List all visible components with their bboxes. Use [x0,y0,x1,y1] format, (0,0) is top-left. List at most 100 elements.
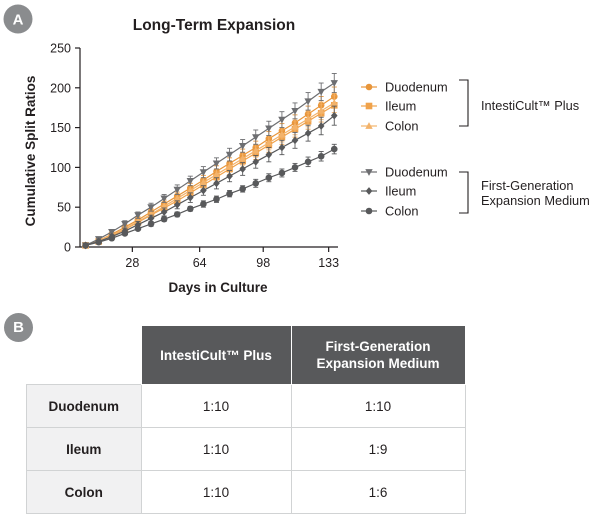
series-3 [81,92,338,249]
col-header-line: First-Generation [325,339,431,354]
y-tick-label: 200 [50,81,71,95]
data-point [238,154,247,162]
table-row: Ileum 1:10 1:9 [26,427,466,471]
data-point [160,208,168,216]
data-point [291,122,299,130]
data-point [317,88,325,96]
data-point [173,211,181,218]
data-point [317,122,325,130]
data-point [330,111,338,120]
table-cell: 1:6 [290,470,466,514]
x-tick-label: 133 [318,256,339,270]
legend-group-bracket [459,171,469,214]
col-header-first-generation: First-Generation Expansion Medium [290,325,466,385]
data-point [108,228,116,236]
data-point [200,200,207,208]
row-label-ileum: Ileum [26,427,142,471]
table-header-row: IntestiCult™ Plus First-Generation Expan… [27,325,466,385]
data-point [147,204,155,212]
chart-title: Long-Term Expansion [133,17,295,34]
legend-group-label: IntestiCult™ Plus [481,98,579,113]
data-point [147,220,155,228]
bracket-line [459,171,469,214]
data-point [317,152,325,160]
data-point [173,200,181,209]
data-point [226,172,233,181]
data-point [186,186,195,194]
legend-group-bracket [459,79,469,127]
data-point [121,230,129,237]
data-point [226,190,233,197]
data-point [187,193,194,202]
legend-label: Colon [385,119,418,134]
data-point [173,194,181,202]
data-point [147,214,155,223]
legend-label: Colon [385,204,418,219]
data-point [199,169,208,177]
data-point [82,242,89,249]
data-point [330,80,338,87]
table-row: Duodenum 1:10 1:10 [26,384,466,428]
legend-marker [365,122,373,129]
data-point [252,134,260,142]
panel-a-badge: A [3,4,33,34]
legend-entry: Duodenum [361,165,448,180]
legend-entry: Colon [361,119,418,134]
y-tick-label: 100 [50,161,71,175]
data-point [212,170,221,178]
legend-marker [365,207,373,215]
y-tick-label: 0 [64,241,71,255]
data-point [304,158,312,166]
series-2 [82,95,338,249]
y-tick-label: 50 [57,201,71,215]
row-label-colon: Colon [26,470,142,514]
data-point [239,165,246,173]
table-cell: 1:10 [140,470,292,514]
data-point [317,106,325,114]
split-ratio-table: IntestiCult™ Plus First-Generation Expan… [26,325,466,514]
data-point [213,195,220,203]
data-point [291,136,299,145]
data-point [265,125,273,133]
data-point [252,146,260,154]
legend-entry: Colon [361,204,418,219]
legend-marker [365,187,373,195]
x-tick-label: 64 [193,256,207,270]
data-point [95,238,102,246]
row-label-duodenum: Duodenum [26,384,142,428]
legend-entry: Duodenum [361,80,448,95]
col-header-line: Expansion Medium [316,356,440,371]
data-point [134,212,142,220]
data-point [200,186,207,195]
data-point [278,116,286,124]
data-point [291,107,299,115]
data-point [265,138,273,146]
data-point [278,130,286,138]
data-point [278,143,286,152]
chart-legend: Duodenum Ileum Colon Duodenum Ileum Colon Inte… [361,79,590,219]
data-point [187,205,194,213]
legend-entry: Ileum [361,184,416,199]
bracket-line [459,79,469,127]
chart-series [81,73,338,250]
x-tick-label: 98 [256,256,270,270]
panel-a-badge-circle [3,4,33,34]
data-point [265,174,273,182]
data-point [160,195,168,203]
table-cell: 1:10 [290,384,466,428]
expansion-chart: A Long-Term Expansion Cumulative Split R… [3,4,590,295]
data-point [265,150,273,159]
col-header-intesticult: IntestiCult™ Plus [140,325,292,385]
legend-label: Ileum [385,184,416,199]
series-5 [82,105,338,250]
data-point [239,185,246,193]
legend-marker [365,102,373,110]
data-point [225,151,234,159]
data-point [330,145,338,153]
chart-axes: 0 50 100 150 200 250 28 64 98 133 [50,42,339,271]
y-axis-label: Cumulative Split Ratios [23,76,38,227]
data-point [291,164,299,171]
col-header-line: IntestiCult™ Plus [160,347,272,363]
y-tick-label: 150 [50,121,71,135]
y-tick-label: 250 [50,42,71,56]
